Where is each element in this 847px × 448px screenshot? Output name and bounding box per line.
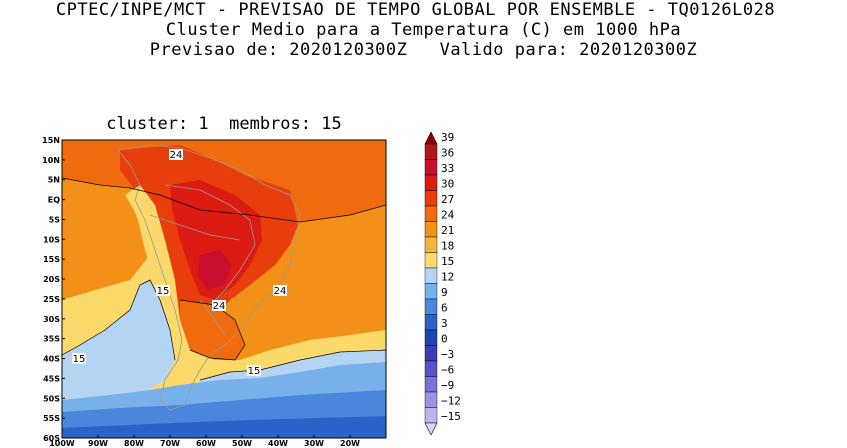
lon-label: 100W [49, 439, 75, 448]
colorbar-cell [425, 206, 437, 222]
lat-label: 10S [43, 235, 60, 244]
contour-label-3: 24 [213, 301, 226, 312]
colorbar-cell [425, 377, 437, 393]
colorbar-top-arrow [425, 132, 437, 144]
lon-label: 90W [88, 439, 108, 448]
lon-label: 40W [268, 439, 288, 448]
colorbar-label: 27 [441, 193, 454, 206]
colorbar-label: 21 [441, 224, 454, 237]
colorbar-cell [425, 392, 437, 408]
lon-label: 80W [124, 439, 144, 448]
colorbar-label: 33 [441, 162, 454, 175]
colorbar-cell [425, 299, 437, 315]
lat-label: 10N [42, 156, 60, 165]
colorbar-label: 15 [441, 255, 454, 268]
lat-label: 15S [43, 255, 60, 264]
colorbar-label: 0 [441, 333, 448, 346]
colorbar-label: 30 [441, 178, 454, 191]
lon-label: 70W [160, 439, 180, 448]
lon-label: 50W [232, 439, 252, 448]
colorbar-label: 39 [441, 131, 454, 144]
colorbar-label: 9 [441, 286, 448, 299]
colorbar-label: −15 [441, 410, 461, 423]
lat-label: 35S [43, 335, 60, 344]
lat-label: EQ [48, 196, 60, 205]
lat-label: 5N [48, 176, 60, 185]
colorbar-label: 3 [441, 317, 448, 330]
colorbar-cell [425, 191, 437, 207]
contour-label-4: 24 [274, 286, 287, 297]
colorbar-cell [425, 144, 437, 160]
colorbar-label: −9 [441, 379, 454, 392]
colorbar-bottom-arrow [425, 423, 437, 435]
colorbar-cell [425, 408, 437, 424]
colorbar-cell [425, 222, 437, 238]
lon-label: 20W [340, 439, 360, 448]
colorbar-label: 36 [441, 147, 454, 160]
colorbar-cell [425, 284, 437, 300]
lat-label: 50S [43, 394, 60, 403]
colorbar-cell [425, 175, 437, 191]
colorbar-cell [425, 160, 437, 176]
contour-label-5: 15 [73, 354, 86, 365]
temperature-field: 24 15 24 24 15 15 [62, 140, 386, 438]
lon-label: 60W [196, 439, 216, 448]
lat-label: 40S [43, 355, 60, 364]
lat-label: 20S [43, 275, 60, 284]
colorbar-label: 12 [441, 271, 454, 284]
colorbar-label: 6 [441, 302, 448, 315]
lat-label: 30S [43, 315, 60, 324]
colorbar-cell [425, 346, 437, 362]
colorbar-cell [425, 237, 437, 253]
lat-label: 15N [42, 136, 60, 145]
colorbar-cell [425, 315, 437, 331]
lat-label: 55S [43, 414, 60, 423]
colorbar-cell [425, 361, 437, 377]
colorbar-label: −6 [441, 364, 454, 377]
contour-label-1: 24 [170, 150, 183, 161]
lat-label: 45S [43, 374, 60, 383]
colorbar-label: 18 [441, 240, 454, 253]
lon-label: 30W [304, 439, 324, 448]
lat-label: 5S [49, 215, 61, 224]
forecast-map-figure: 24 15 24 24 15 15 15N10N5NEQ5S10S15S20S2… [0, 0, 847, 448]
colorbar-label: 24 [441, 209, 455, 222]
contour-label-6: 15 [248, 366, 261, 377]
colorbar-label: −3 [441, 348, 454, 361]
lat-label: 25S [43, 295, 60, 304]
colorbar-cell [425, 330, 437, 346]
colorbar-cell [425, 253, 437, 269]
contour-label-2: 15 [157, 286, 170, 297]
colorbar-cell [425, 268, 437, 284]
colorbar-label: −12 [441, 395, 461, 408]
